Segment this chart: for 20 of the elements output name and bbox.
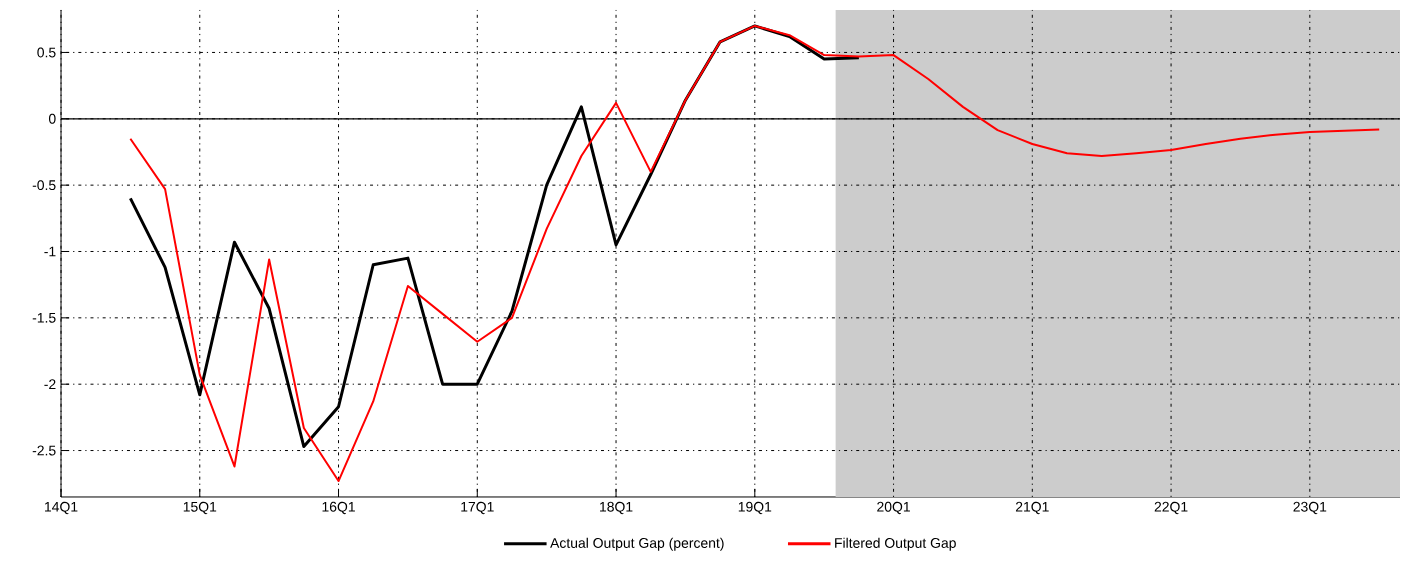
x-tick-label: 14Q1	[45, 501, 78, 515]
x-tick-label: 20Q1	[877, 501, 910, 515]
y-tick-label: -2	[44, 379, 56, 390]
legend-label: Actual Output Gap (percent)	[550, 537, 724, 551]
y-tick-label: 0	[48, 113, 56, 124]
x-tick-label: 18Q1	[600, 501, 633, 515]
y-tick-label: -1.5	[32, 312, 56, 323]
line-series	[129, 24, 1381, 483]
x-tick-label: 21Q1	[1015, 501, 1049, 515]
legend-label: Filtered Output Gap	[835, 537, 956, 551]
x-tick-label: 23Q1	[1293, 501, 1327, 515]
x-tick-label: 16Q1	[322, 501, 355, 515]
y-tick-label: -2.5	[32, 445, 56, 456]
x-tick-label: 19Q1	[738, 501, 772, 515]
y-tick-label: 0.5	[37, 47, 56, 58]
y-tick-label: -1	[44, 246, 56, 257]
x-tick-label: 15Q1	[183, 501, 217, 515]
y-tick-label: -0.5	[32, 180, 56, 191]
x-tick-label: 17Q1	[461, 501, 494, 515]
x-tick-label: 22Q1	[1154, 501, 1188, 515]
